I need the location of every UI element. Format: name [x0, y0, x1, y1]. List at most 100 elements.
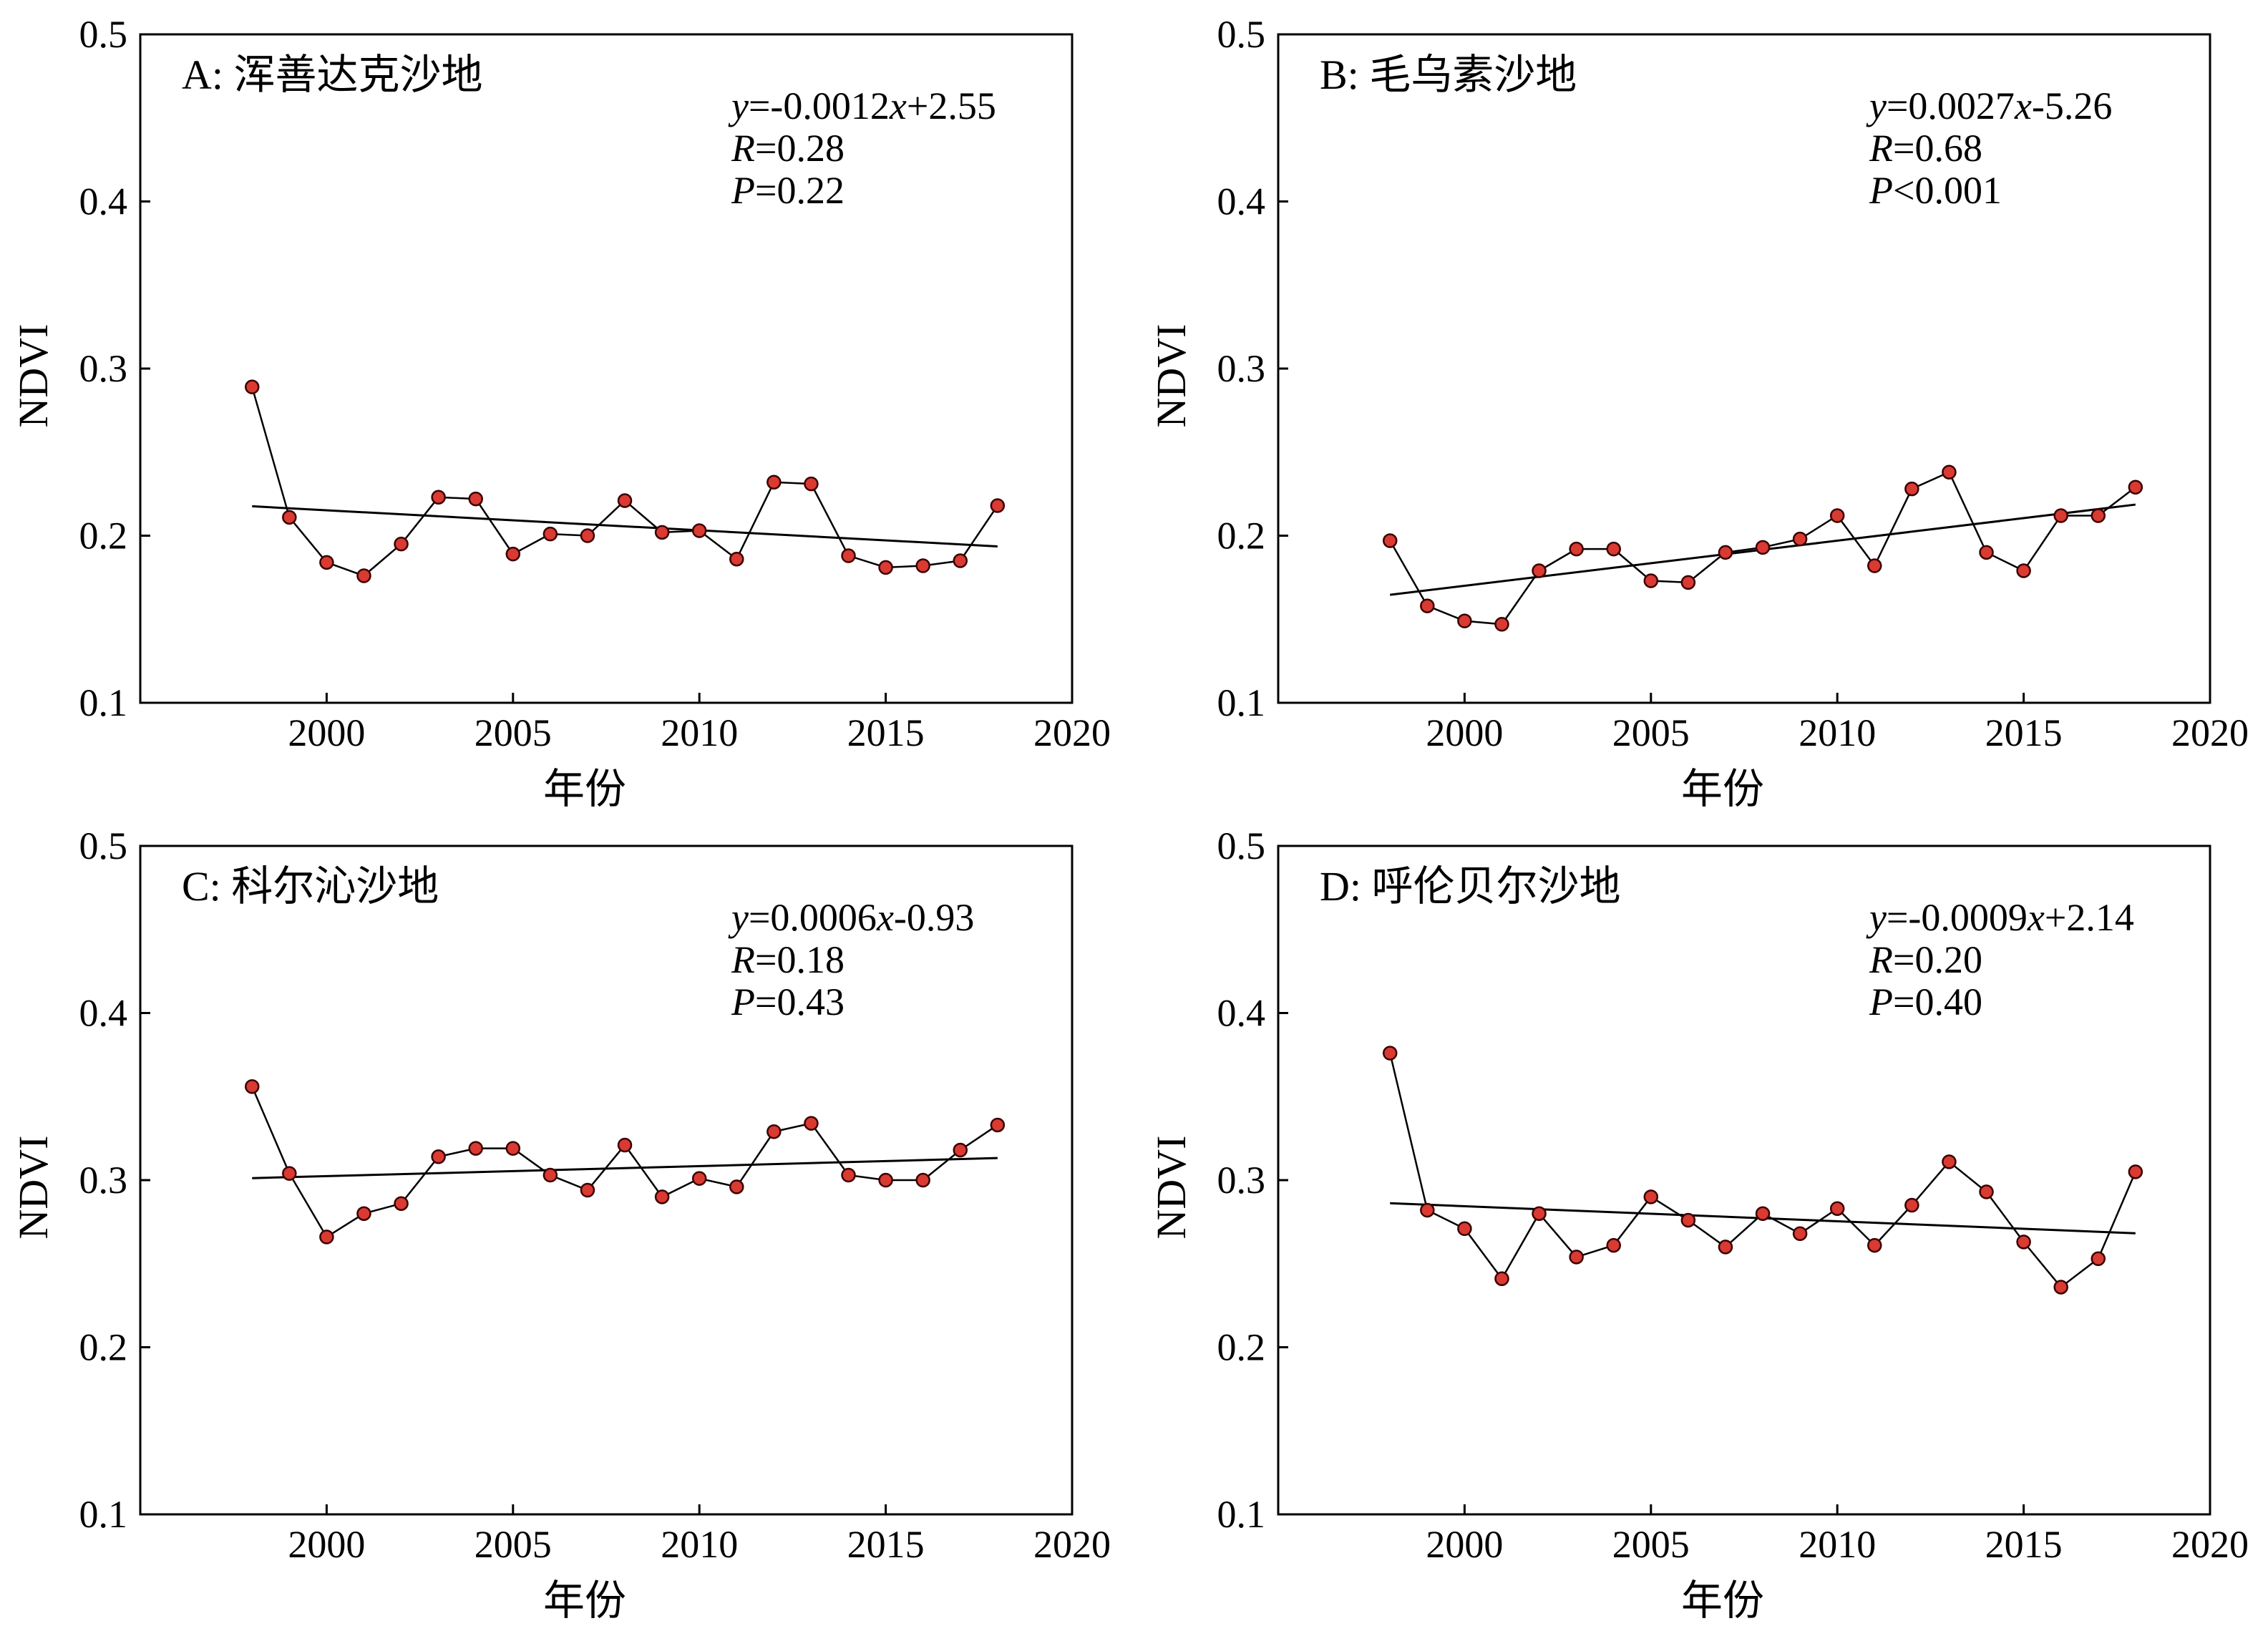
data-point — [841, 548, 856, 563]
y-tick-label: 0.1 — [79, 681, 128, 724]
data-point — [2128, 479, 2143, 495]
data-point — [1606, 541, 1621, 557]
y-tick-label: 0.4 — [1217, 180, 1266, 223]
data-point — [617, 1137, 633, 1153]
equation-part: +2.55 — [907, 84, 996, 127]
data-point — [1494, 1271, 1509, 1287]
trend-line — [252, 505, 998, 547]
r-number: =0.68 — [1893, 127, 1982, 170]
equation-part: y — [1866, 84, 1887, 127]
panel-title: D: 呼伦贝尔沙地 — [1320, 863, 1621, 910]
r-symbol: R — [731, 127, 755, 170]
data-point — [990, 1117, 1006, 1133]
data-point — [1792, 531, 1808, 547]
equation-part: x — [876, 896, 894, 939]
data-point — [654, 1189, 670, 1204]
data-point — [244, 379, 260, 394]
data-point — [356, 568, 371, 583]
data-point — [766, 1124, 782, 1139]
x-tick-label: 2020 — [2171, 1523, 2249, 1566]
y-tick-label: 0.1 — [79, 1493, 128, 1536]
data-point — [1569, 1250, 1584, 1265]
data-point — [729, 1179, 744, 1194]
x-tick-label: 2010 — [1799, 1523, 1876, 1566]
data-point — [1606, 1237, 1621, 1253]
panel-title: B: 毛乌素沙地 — [1320, 52, 1577, 98]
data-point — [990, 498, 1006, 513]
y-tick-label: 0.5 — [79, 824, 128, 867]
data-point — [691, 1171, 707, 1186]
p-symbol: P — [731, 169, 755, 212]
regression-equation: y=-0.0012x+2.55 — [728, 84, 996, 127]
y-axis-title: NDVI — [1148, 1136, 1194, 1240]
data-point — [1382, 1046, 1398, 1061]
data-point — [319, 1230, 334, 1245]
data-point — [468, 1141, 483, 1156]
data-point — [431, 490, 446, 505]
x-tick-label: 2000 — [1426, 1523, 1503, 1566]
data-point — [2016, 1235, 2031, 1250]
y-tick-label: 0.5 — [1217, 13, 1266, 56]
data-point — [915, 1172, 930, 1188]
data-point — [654, 525, 670, 540]
data-point — [1718, 545, 1733, 560]
data-point — [878, 1172, 893, 1188]
data-point — [841, 1167, 856, 1183]
x-tick-label: 2005 — [474, 1523, 552, 1566]
equation-part: =0.0006 — [749, 896, 877, 939]
x-tick-label: 2020 — [2171, 711, 2249, 754]
ndvi-series-line — [1389, 1053, 2136, 1289]
data-point — [1718, 1240, 1733, 1255]
data-point — [580, 528, 595, 543]
data-point — [505, 546, 521, 562]
data-point — [356, 1206, 371, 1221]
p-symbol: P — [1869, 980, 1893, 1023]
y-tick-label: 0.5 — [79, 13, 128, 56]
plot-frame — [139, 844, 1074, 1516]
data-point — [2053, 508, 2068, 523]
data-point — [1457, 613, 1472, 628]
y-tick-label: 0.4 — [1217, 992, 1266, 1035]
data-point — [729, 551, 744, 567]
y-tick-label: 0.2 — [1217, 1326, 1266, 1369]
x-tick-label: 2000 — [288, 711, 365, 754]
equation-part: y — [728, 896, 749, 939]
r-symbol: R — [731, 938, 755, 981]
equation-part: y — [728, 84, 749, 127]
r-value: R=0.68 — [1869, 127, 1982, 170]
r-value: R=0.28 — [731, 127, 845, 170]
data-point — [1829, 508, 1845, 523]
data-point — [468, 491, 483, 507]
x-tick-label: 2010 — [661, 711, 738, 754]
trend-line — [252, 1157, 998, 1179]
data-point — [580, 1182, 595, 1198]
chart-panel-2: 0.1 0.2 0.3 0.4 0.5 2000 2005 2010 2015 2020 年份 NDV… — [10, 824, 1111, 1624]
data-point — [282, 510, 297, 525]
x-tick-label: 2020 — [1033, 711, 1111, 754]
data-point — [1755, 540, 1771, 555]
data-point — [2053, 1280, 2068, 1295]
ndvi-series-line — [251, 386, 998, 577]
data-point — [766, 474, 782, 490]
equation-part: -5.26 — [2032, 84, 2112, 127]
data-point — [1867, 558, 1882, 573]
y-tick-label: 0.3 — [79, 347, 128, 390]
data-point — [1494, 617, 1509, 632]
data-point — [1643, 1189, 1659, 1204]
x-tick-label: 2010 — [1799, 711, 1876, 754]
data-point — [542, 1167, 558, 1183]
equation-part: =-0.0012 — [749, 84, 890, 127]
plot-frame — [1277, 33, 2211, 704]
panel-title: C: 科尔沁沙地 — [182, 863, 439, 910]
y-tick-label: 0.1 — [1217, 1493, 1266, 1536]
y-tick-label: 0.2 — [79, 1326, 128, 1369]
r-number: =0.28 — [755, 127, 845, 170]
r-number: =0.20 — [1893, 938, 1982, 981]
regression-equation: y=-0.0009x+2.14 — [1866, 896, 2134, 939]
r-value: R=0.18 — [731, 938, 845, 981]
data-point — [1942, 464, 1957, 480]
y-axis-title: NDVI — [10, 324, 57, 428]
y-tick-label: 0.4 — [79, 180, 128, 223]
x-tick-label: 2010 — [661, 1523, 738, 1566]
